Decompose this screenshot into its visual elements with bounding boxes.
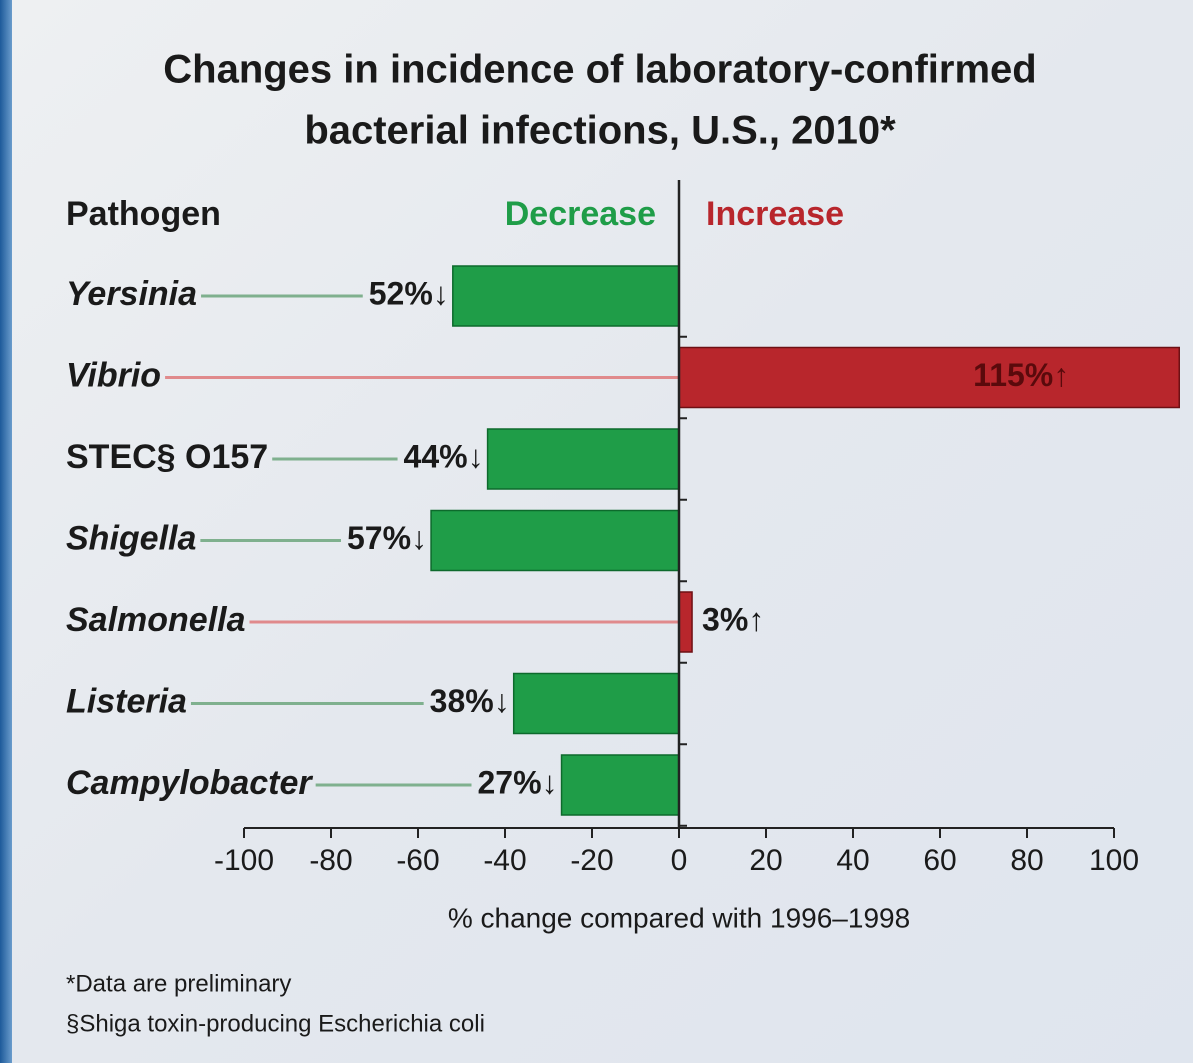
bar: [678, 591, 693, 653]
bar: [452, 265, 680, 327]
decrease-label: Decrease: [505, 195, 656, 233]
bar: [560, 754, 680, 816]
category-label: Campylobacter: [66, 764, 313, 802]
x-tick-label: -100: [214, 844, 274, 877]
x-tick-label: -80: [309, 844, 352, 877]
category-label: Vibrio: [66, 356, 161, 394]
bar: [430, 509, 680, 572]
edge-strip: [0, 0, 12, 1063]
footnote: *Data are preliminary: [66, 970, 291, 997]
x-tick-label: 60: [923, 844, 956, 877]
increase-label: Increase: [706, 195, 844, 233]
value-label: 38%↓: [430, 683, 510, 719]
value-label: 44%↓: [404, 438, 484, 474]
category-header: Pathogen: [66, 195, 221, 233]
x-tick-label: 100: [1089, 844, 1139, 877]
category-label: Yersinia: [66, 275, 197, 313]
value-label: 115%↑: [973, 357, 1069, 393]
x-tick-label: 80: [1010, 844, 1043, 877]
x-tick-label: -60: [396, 844, 439, 877]
value-label: 27%↓: [478, 764, 558, 800]
chart-title: bacterial infections, U.S., 2010*: [304, 109, 896, 153]
footnote: §Shiga toxin-producing Escherichia coli: [66, 1010, 485, 1037]
bar: [486, 428, 680, 490]
x-tick-label: 0: [671, 844, 688, 877]
chart-title: Changes in incidence of laboratory-confi…: [163, 48, 1036, 92]
category-label: Salmonella: [66, 601, 246, 639]
x-tick-label: 40: [836, 844, 869, 877]
x-tick-label: -20: [570, 844, 613, 877]
bar: [512, 672, 680, 735]
x-axis-title: % change compared with 1996–1998: [448, 902, 910, 933]
category-label: STEC§ O157: [66, 438, 268, 476]
category-label: Shigella: [66, 519, 196, 557]
x-tick-label: 20: [749, 844, 782, 877]
category-label: Listeria: [66, 682, 187, 720]
value-label: 57%↓: [347, 520, 427, 556]
x-tick-label: -40: [483, 844, 526, 877]
value-label: 3%↑: [702, 601, 764, 637]
value-label: 52%↓: [369, 275, 449, 311]
bar: [678, 346, 1180, 409]
